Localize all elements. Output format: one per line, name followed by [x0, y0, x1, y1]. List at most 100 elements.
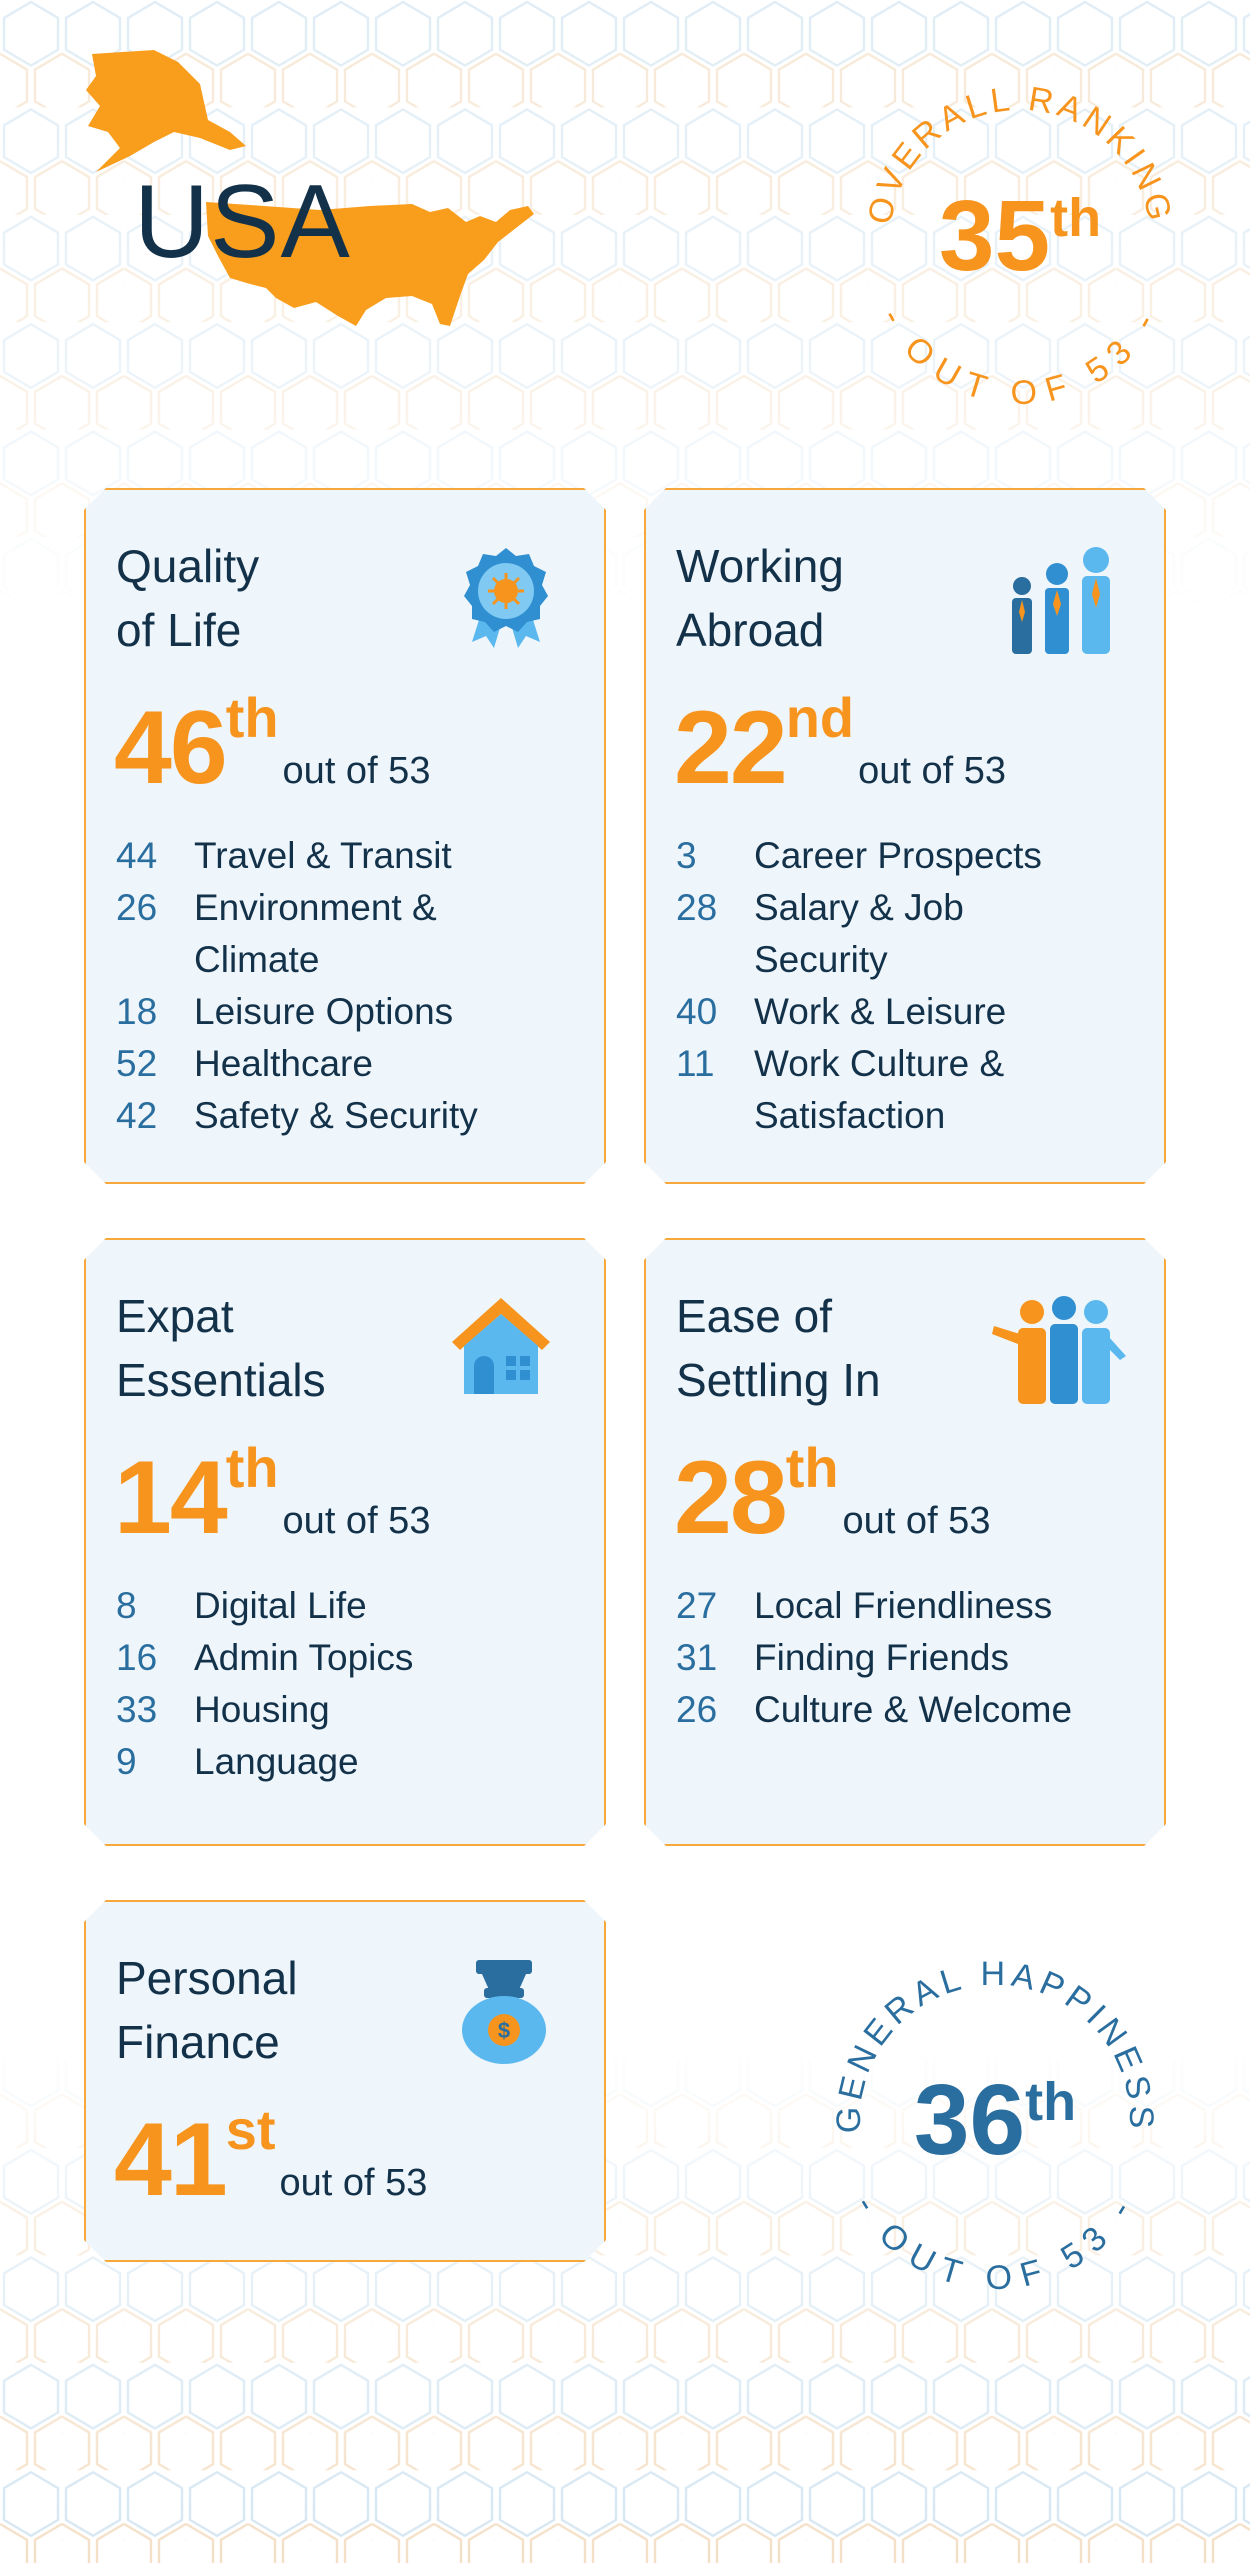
- rank-number: 41: [114, 2102, 226, 2218]
- sub-label: Finding Friends: [754, 1637, 1010, 1678]
- card-rank: 28thout of 53: [674, 1446, 990, 1550]
- sub-rank: 44: [116, 835, 158, 876]
- card-quality-of-life: Quality of Life 46thout of 53 44 Travel &…: [84, 488, 606, 1184]
- list-item: 26 Culture & Welcome: [676, 1684, 1136, 1736]
- sub-rank: 33: [116, 1689, 158, 1730]
- sub-rank: 3: [676, 835, 697, 876]
- svg-text:- OUT OF 53 -: - OUT OF 53 -: [848, 2189, 1143, 2290]
- card-title: Working Abroad: [676, 534, 1006, 662]
- sub-rank: 16: [116, 1637, 158, 1678]
- sub-rank: 26: [116, 887, 158, 928]
- list-item: 11 Work Culture & Satisfaction: [676, 1038, 1126, 1142]
- card-personal-finance: Personal Finance $ 41stout of 53: [84, 1900, 606, 2262]
- sub-label: Healthcare: [194, 1043, 373, 1084]
- svg-text:$: $: [498, 2018, 510, 2043]
- card-title: Personal Finance: [116, 1946, 446, 2074]
- house-icon: [448, 1292, 554, 1398]
- general-happiness-badge: GENERAL HAPPINESS - OUT OF 53 - 36th: [830, 1955, 1155, 2290]
- subcategory-list: 8 Digital Life 16 Admin Topics 33 Housing 9…: [116, 1580, 556, 1788]
- rank-suffix: th: [225, 686, 279, 749]
- overall-ranking-badge: OVERALL RANKING - OUT OF 53 - 35th: [861, 80, 1176, 410]
- card-title-line: Quality: [116, 540, 260, 592]
- rank-out-of: out of 53: [279, 2162, 428, 2204]
- usa-map-icon: [86, 50, 534, 326]
- card-ease-of-settling-in: Ease of Settling In 28thout of 53 27 Loca…: [644, 1238, 1166, 1846]
- sub-label: Salary & Job Security: [754, 887, 964, 980]
- sub-label: Housing: [194, 1689, 330, 1730]
- sub-label: Work & Leisure: [754, 991, 1007, 1032]
- happiness-rank-suffix: th: [1025, 2072, 1076, 2132]
- list-item: 16 Admin Topics: [116, 1632, 556, 1684]
- happiness-rank-number: 36: [914, 2064, 1025, 2176]
- card-rank: 46thout of 53: [114, 696, 430, 800]
- sub-label: Travel & Transit: [194, 835, 452, 876]
- rank-out-of: out of 53: [858, 750, 1007, 792]
- card-title-line: Working: [676, 540, 844, 592]
- list-item: 27 Local Friendliness: [676, 1580, 1136, 1632]
- card-expat-essentials: Expat Essentials 14thout of 53 8 Digital …: [84, 1238, 606, 1846]
- subcategory-list: 3 Career Prospects 28 Salary & Job Securit…: [676, 830, 1126, 1142]
- card-title-line: Ease of: [676, 1290, 832, 1342]
- list-item: 42 Safety & Security: [116, 1090, 556, 1142]
- sub-rank: 28: [676, 887, 718, 928]
- happiness-ring-sub: - OUT OF 53 -: [848, 2189, 1137, 2290]
- sub-label: Safety & Security: [194, 1095, 478, 1136]
- list-item: 9 Language: [116, 1736, 556, 1788]
- card-rank: 41stout of 53: [114, 2108, 427, 2212]
- card-title-line: Expat: [116, 1290, 234, 1342]
- sub-rank: 31: [676, 1637, 718, 1678]
- country-title: USA: [134, 164, 351, 280]
- card-title-line: of Life: [116, 604, 242, 656]
- list-item: 33 Housing: [116, 1684, 556, 1736]
- sub-rank: 8: [116, 1585, 137, 1626]
- rank-number: 14: [114, 1440, 226, 1556]
- list-item: 40 Work & Leisure: [676, 986, 1126, 1038]
- sub-rank: 9: [116, 1741, 137, 1782]
- card-rank: 14thout of 53: [114, 1446, 430, 1550]
- overall-ring-sub: - OUT OF 53 -: [874, 302, 1160, 410]
- card-title-line: Essentials: [116, 1354, 326, 1406]
- card-title-line: Finance: [116, 2016, 280, 2068]
- svg-text:36th: 36th: [914, 2064, 1076, 2176]
- list-item: 52 Healthcare: [116, 1038, 556, 1090]
- sub-rank: 18: [116, 991, 158, 1032]
- sub-label: Career Prospects: [754, 835, 1042, 876]
- sub-label: Local Friendliness: [754, 1585, 1053, 1626]
- card-title: Ease of Settling In: [676, 1284, 1006, 1412]
- card-title: Expat Essentials: [116, 1284, 446, 1412]
- rank-out-of: out of 53: [282, 750, 431, 792]
- rank-suffix: st: [225, 2098, 276, 2161]
- rank-number: 22: [674, 690, 786, 806]
- sub-rank: 42: [116, 1095, 158, 1136]
- card-rank: 22ndout of 53: [674, 696, 1006, 800]
- sub-label: Leisure Options: [194, 991, 454, 1032]
- svg-text:- OUT OF 53 -: - OUT OF 53 -: [874, 302, 1166, 410]
- sub-label: Culture & Welcome: [754, 1689, 1073, 1730]
- sub-rank: 52: [116, 1043, 158, 1084]
- sub-rank: 27: [676, 1585, 718, 1626]
- overall-rank-number: 35: [939, 180, 1050, 292]
- sub-rank: 26: [676, 1689, 718, 1730]
- subcategory-list: 44 Travel & Transit 26 Environment & Clima…: [116, 830, 556, 1142]
- card-working-abroad: Working Abroad 22ndout of 53 3 Career Pro…: [644, 488, 1166, 1184]
- card-title: Quality of Life: [116, 534, 446, 662]
- sub-label: Digital Life: [194, 1585, 367, 1626]
- subcategory-list: 27 Local Friendliness 31 Finding Friends 2…: [676, 1580, 1136, 1736]
- rank-suffix: th: [785, 1436, 839, 1499]
- rank-out-of: out of 53: [842, 1500, 991, 1542]
- sub-label: Environment & Climate: [194, 887, 437, 980]
- svg-text:35th: 35th: [939, 180, 1101, 292]
- card-title-line: Settling In: [676, 1354, 881, 1406]
- list-item: 3 Career Prospects: [676, 830, 1126, 882]
- money-bag-icon: $: [454, 1958, 554, 2068]
- card-title-line: Personal: [116, 1952, 298, 2004]
- rank-number: 46: [114, 690, 226, 806]
- list-item: 44 Travel & Transit: [116, 830, 556, 882]
- rank-out-of: out of 53: [282, 1500, 431, 1542]
- sub-label: Work Culture & Satisfaction: [754, 1043, 1005, 1136]
- rank-suffix: nd: [785, 686, 855, 749]
- sub-label: Language: [194, 1741, 359, 1782]
- sub-rank: 40: [676, 991, 718, 1032]
- overall-rank-suffix: th: [1050, 188, 1101, 248]
